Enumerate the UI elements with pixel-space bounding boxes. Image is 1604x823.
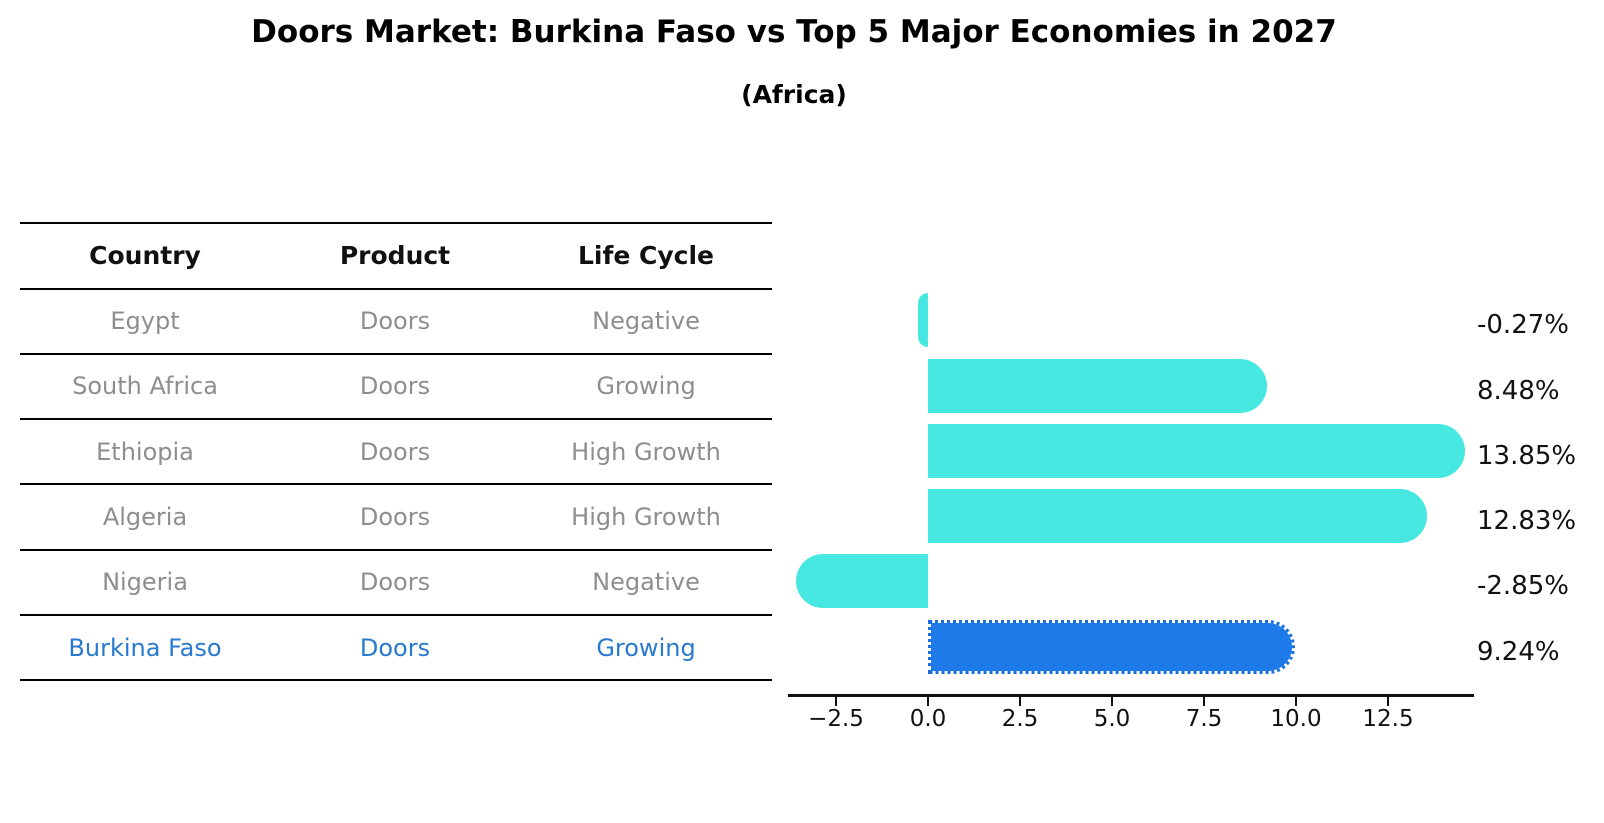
value-label-south-africa: 8.48% bbox=[1477, 375, 1560, 406]
table-row-egypt: Egypt Doors Negative bbox=[20, 290, 772, 355]
value-label-nigeria: -2.85% bbox=[1477, 571, 1569, 602]
table-row-south-africa-cell-0: South Africa bbox=[72, 372, 218, 401]
table-row-burkina-faso-cell-2: Growing bbox=[596, 633, 696, 662]
table-row-egypt-cell-0: Egypt bbox=[110, 307, 180, 336]
x-tick-label-4: 7.5 bbox=[1185, 706, 1223, 732]
x-tick-mark-6 bbox=[1387, 697, 1389, 706]
country-table: Country Product Life Cycle Egypt Doors Negati… bbox=[20, 222, 772, 682]
x-axis-line bbox=[788, 694, 1474, 697]
x-tick-mark-0 bbox=[835, 697, 837, 706]
table-row-south-africa-cell-2: Growing bbox=[596, 372, 696, 401]
x-tick-mark-3 bbox=[1111, 697, 1113, 706]
x-tick-mark-1 bbox=[927, 697, 929, 706]
x-tick-label-5: 10.0 bbox=[1270, 706, 1322, 732]
highlight-bar-burkina-faso bbox=[928, 619, 1296, 674]
table-row-nigeria-cell-2: Negative bbox=[592, 568, 700, 597]
value-label-egypt: -0.27% bbox=[1477, 310, 1569, 341]
table-row-egypt-cell-2: Negative bbox=[592, 307, 700, 336]
table-row-burkina-faso-cell-1: Doors bbox=[359, 633, 431, 662]
table-row-south-africa: South Africa Doors Growing bbox=[20, 355, 772, 421]
x-tick-label-0: −2.5 bbox=[808, 706, 864, 732]
table-row-nigeria: Nigeria Doors Negative bbox=[20, 551, 772, 616]
bar-egypt bbox=[918, 293, 928, 348]
table-row-nigeria-cell-1: Doors bbox=[359, 568, 431, 597]
table-header-row-cell-1: Product bbox=[339, 241, 451, 271]
x-tick-mark-5 bbox=[1295, 697, 1297, 706]
table-row-egypt-cell-1: Doors bbox=[359, 307, 431, 336]
chart-title: Doors Market: Burkina Faso vs Top 5 Majo… bbox=[251, 14, 1337, 50]
x-tick-mark-2 bbox=[1019, 697, 1021, 706]
table-row-algeria-cell-0: Algeria bbox=[102, 503, 188, 532]
table-row-south-africa-cell-1: Doors bbox=[359, 372, 431, 401]
table-header-row-cell-0: Country bbox=[89, 241, 201, 271]
bar-nigeria bbox=[796, 554, 928, 609]
x-tick-label-2: 2.5 bbox=[1001, 706, 1039, 732]
value-label-burkina-faso: 9.24% bbox=[1477, 636, 1560, 667]
chart-subtitle: (Africa) bbox=[741, 80, 847, 109]
table-row-nigeria-cell-0: Nigeria bbox=[102, 568, 188, 597]
table-row-algeria-cell-2: High Growth bbox=[571, 503, 721, 532]
value-label-ethiopia: 13.85% bbox=[1477, 440, 1577, 471]
table-header-row-cell-2: Life Cycle bbox=[577, 241, 715, 271]
bar-south-africa bbox=[928, 358, 1268, 413]
value-label-algeria: 12.83% bbox=[1477, 506, 1577, 537]
table-row-ethiopia-cell-2: High Growth bbox=[571, 437, 721, 466]
table-row-algeria: Algeria Doors High Growth bbox=[20, 485, 772, 551]
bar-ethiopia bbox=[928, 423, 1465, 478]
table-row-ethiopia: Ethiopia Doors High Growth bbox=[20, 420, 772, 486]
x-tick-label-1: 0.0 bbox=[909, 706, 947, 732]
x-tick-label-6: 12.5 bbox=[1362, 706, 1414, 732]
table-row-ethiopia-cell-0: Ethiopia bbox=[96, 437, 194, 466]
table-row-burkina-faso-cell-0: Burkina Faso bbox=[68, 633, 222, 662]
table-row-algeria-cell-1: Doors bbox=[359, 503, 431, 532]
table-header-row: Country Product Life Cycle bbox=[20, 224, 772, 290]
x-tick-label-3: 5.0 bbox=[1093, 706, 1131, 732]
table-row-burkina-faso: Burkina Faso Doors Growing bbox=[20, 616, 772, 682]
table-row-ethiopia-cell-1: Doors bbox=[359, 437, 431, 466]
bar-algeria bbox=[928, 489, 1428, 544]
x-tick-mark-4 bbox=[1203, 697, 1205, 706]
